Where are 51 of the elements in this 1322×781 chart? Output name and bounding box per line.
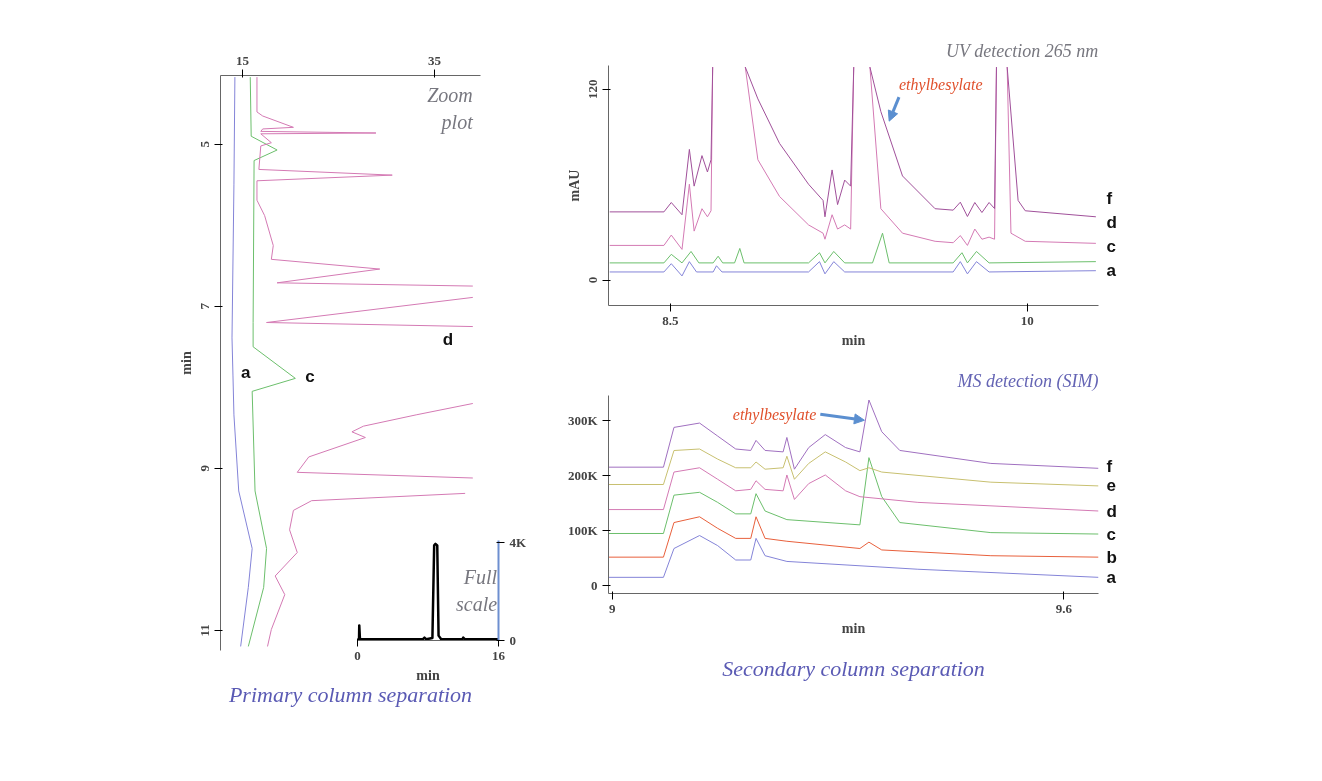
chart-title: UV detection 265 nm — [946, 40, 1099, 61]
x-tick-label: 8.5 — [662, 312, 679, 328]
series-label: a — [1106, 261, 1117, 281]
line-series — [231, 76, 253, 647]
series-label: b — [1106, 547, 1117, 567]
y-tick-label: 200K — [567, 467, 599, 483]
y-tick-label: 100K — [567, 522, 599, 538]
series-label: f — [1106, 189, 1113, 209]
y-tick-label: 9 — [197, 464, 213, 472]
annotation: Zoom plot — [427, 84, 474, 134]
line-series — [608, 467, 1099, 512]
y-tick-label: 4K — [509, 535, 527, 551]
y-tick-label: 11 — [197, 624, 213, 637]
text: Primary column separation — [227, 681, 473, 707]
text: Secondary column separation — [722, 655, 985, 681]
annotation: Full scale — [456, 566, 498, 615]
y-tick-label: 5 — [197, 140, 213, 148]
annotation: ethylbesylate — [732, 405, 817, 424]
x-tick-label: 9.6 — [1055, 600, 1073, 616]
line-series — [608, 399, 1099, 470]
line-series — [609, 261, 1097, 277]
x-tick-label: 35 — [427, 52, 442, 68]
series-label: c — [1106, 237, 1116, 257]
x-tick-label: 16 — [492, 647, 506, 663]
y-tick-label: 7 — [197, 302, 213, 310]
x-axis-title: min — [841, 620, 866, 636]
x-axis-title: min — [416, 667, 440, 683]
series-label: f — [1106, 456, 1113, 476]
y-tick-label: 120 — [585, 79, 601, 100]
line-series — [608, 448, 1099, 487]
series-label: d — [1106, 501, 1117, 521]
series-label: a — [240, 362, 251, 382]
series-label: c — [305, 367, 315, 387]
y-tick-label: 0 — [591, 577, 598, 593]
chart-title: MS detection (SIM) — [956, 370, 1099, 392]
annotation: ethylbesylate — [898, 76, 983, 95]
line-series — [609, 232, 1097, 264]
y-axis-title: mAU — [566, 169, 582, 202]
series-label: d — [442, 329, 454, 349]
y-tick-label: 0 — [585, 276, 601, 284]
series-label: c — [1106, 524, 1116, 544]
x-tick-label: 10 — [1020, 312, 1034, 328]
line-series — [608, 457, 1099, 535]
y-tick-label: 300K — [567, 412, 599, 428]
series-label: d — [1106, 213, 1117, 233]
series-label: a — [1106, 567, 1117, 587]
x-tick-label: 15 — [236, 52, 250, 68]
x-axis-title: min — [841, 332, 866, 348]
line-series — [608, 535, 1099, 578]
series-label: e — [1106, 476, 1116, 496]
y-axis-title: min — [178, 351, 194, 375]
